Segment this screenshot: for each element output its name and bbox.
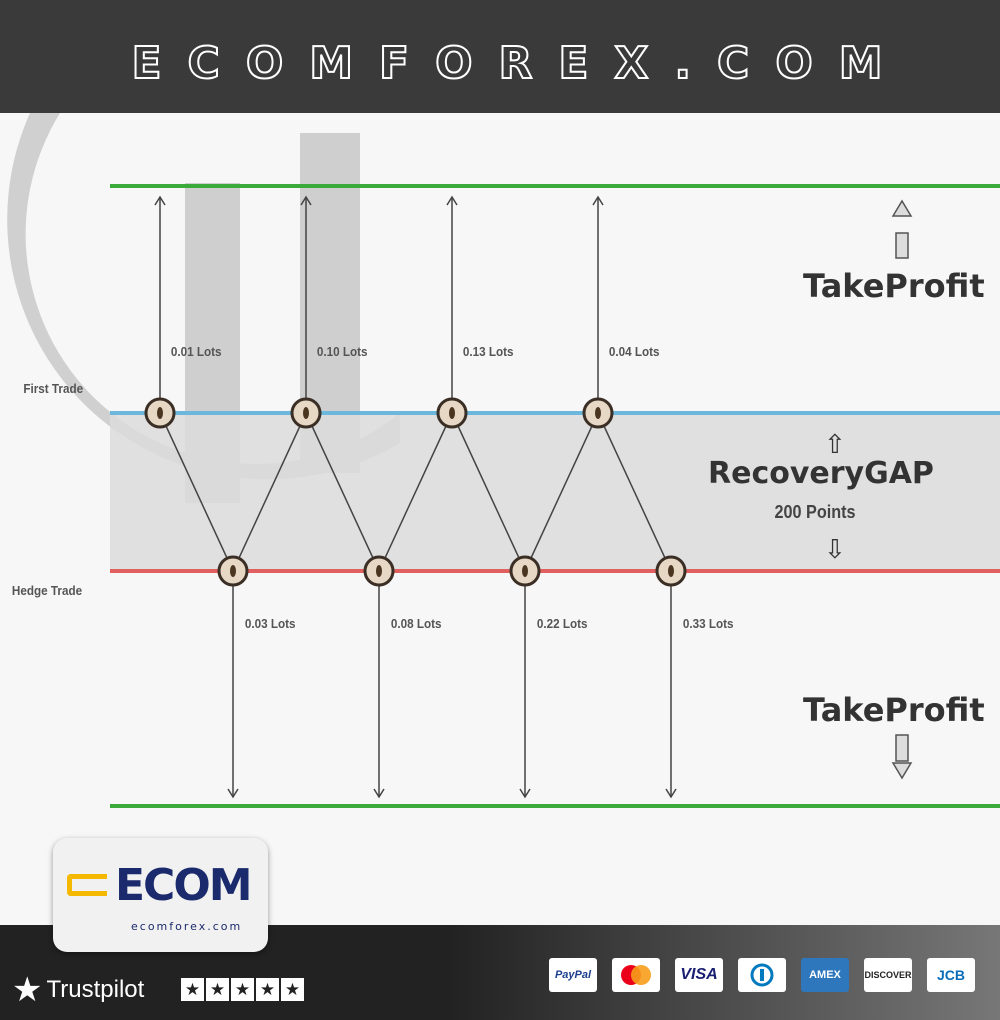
gap-points-label: 200 Points: [774, 502, 856, 522]
cart-icon: [67, 874, 107, 896]
recovery-gap-label: RecoveryGAP: [708, 456, 934, 491]
visa-icon: VISA: [675, 958, 723, 992]
logo-subtitle: ecomforex.com: [131, 920, 243, 933]
lot-label: 0.04 Lots: [608, 344, 660, 359]
paypal-icon: PayPal: [549, 958, 597, 992]
zigzag-segment: [524, 412, 599, 572]
jcb-icon: JCB: [927, 958, 975, 992]
zigzag-segment: [232, 412, 307, 572]
take-profit-bottom-label: TakeProfit: [803, 691, 985, 729]
trade-node: [436, 397, 468, 429]
payment-methods: PayPal VISA AMEX DISCOVER JCB: [549, 958, 975, 992]
star-icon: ★: [181, 978, 204, 1001]
lot-label: 0.10 Lots: [316, 344, 368, 359]
star-icon: ★: [281, 978, 304, 1001]
trade-node: [217, 555, 249, 587]
arrowhead-down-icon: [665, 788, 677, 799]
trade-node: [655, 555, 687, 587]
first-trade-label: First Trade: [23, 381, 84, 396]
gap-down-arrow-icon: ⇩: [824, 534, 846, 564]
hedge-trade-label: Hedge Trade: [11, 583, 83, 598]
recovery-diagram: ⇧ ⇩ First Trade Hedge Trade TakeProfit T…: [0, 113, 1000, 925]
lot-label: 0.22 Lots: [536, 616, 588, 631]
zigzag-segment: [305, 412, 380, 572]
amex-icon: AMEX: [801, 958, 849, 992]
star-icon: ★: [12, 971, 43, 1009]
header: ECOMFOREX.COM: [0, 0, 1000, 113]
trustpilot-link[interactable]: ★ Trustpilot: [12, 970, 144, 1010]
diners-icon: [738, 958, 786, 992]
arrowhead-down-icon: [519, 788, 531, 799]
lot-label: 0.01 Lots: [170, 344, 222, 359]
site-title: ECOMFOREX.COM: [130, 37, 909, 90]
gap-up-arrow-icon: ⇧: [824, 429, 846, 459]
trade-node: [290, 397, 322, 429]
recovery-gap-band: [110, 413, 1000, 571]
lot-label: 0.13 Lots: [462, 344, 514, 359]
arrowhead-up-icon: [300, 195, 312, 206]
logo: ECOM ecomforex.com: [53, 838, 268, 952]
take-profit-top-label: TakeProfit: [803, 267, 985, 305]
mastercard-icon: [612, 958, 660, 992]
discover-icon: DISCOVER: [864, 958, 912, 992]
logo-text: ECOM: [115, 860, 253, 911]
arrow-up-icon: [891, 199, 913, 259]
arrowhead-up-icon: [592, 195, 604, 206]
rating-stars: ★ ★ ★ ★ ★: [181, 978, 304, 1001]
zigzag-segment: [378, 412, 453, 572]
star-icon: ★: [256, 978, 279, 1001]
trustpilot-label: Trustpilot: [46, 976, 145, 1003]
zigzag-segment: [597, 412, 672, 572]
arrowhead-up-icon: [446, 195, 458, 206]
lot-label: 0.08 Lots: [390, 616, 442, 631]
zigzag-segment: [159, 412, 234, 572]
zigzag-segment: [451, 412, 526, 572]
star-icon: ★: [206, 978, 229, 1001]
arrowhead-down-icon: [227, 788, 239, 799]
arrowhead-down-icon: [373, 788, 385, 799]
arrowhead-up-icon: [154, 195, 166, 206]
star-icon: ★: [231, 978, 254, 1001]
trade-node: [363, 555, 395, 587]
trade-node: [582, 397, 614, 429]
arrow-down-icon: [891, 734, 913, 780]
trade-node: [144, 397, 176, 429]
lot-label: 0.33 Lots: [682, 616, 734, 631]
trade-node: [509, 555, 541, 587]
lot-label: 0.03 Lots: [244, 616, 296, 631]
